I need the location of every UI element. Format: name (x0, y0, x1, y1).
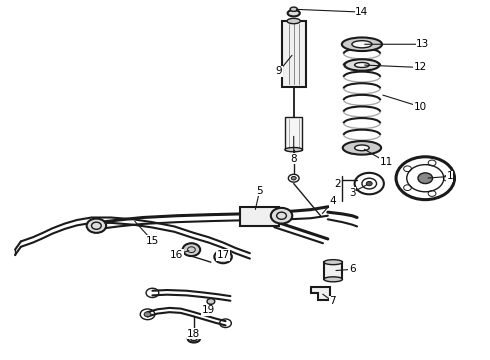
Ellipse shape (324, 277, 343, 282)
Text: 4: 4 (329, 197, 336, 206)
Bar (282, 21, 306, 87)
Text: 15: 15 (146, 236, 159, 246)
Ellipse shape (191, 337, 197, 341)
Polygon shape (311, 287, 330, 300)
Text: 16: 16 (170, 250, 183, 260)
Circle shape (418, 173, 433, 184)
Ellipse shape (352, 41, 372, 48)
Ellipse shape (188, 336, 200, 342)
Text: 1: 1 (446, 171, 453, 181)
Circle shape (367, 181, 372, 186)
Ellipse shape (288, 10, 300, 17)
Ellipse shape (324, 260, 343, 265)
Ellipse shape (285, 148, 302, 152)
Circle shape (144, 312, 151, 317)
Bar (240, 207, 279, 226)
Text: 9: 9 (276, 66, 282, 76)
Text: 3: 3 (349, 188, 356, 198)
Text: 7: 7 (329, 296, 336, 306)
Text: 13: 13 (416, 39, 429, 49)
Ellipse shape (343, 141, 381, 155)
Circle shape (214, 250, 232, 263)
Bar (324, 262, 343, 279)
Circle shape (271, 208, 292, 224)
Text: 12: 12 (414, 63, 427, 72)
Text: 2: 2 (334, 179, 341, 189)
Text: 14: 14 (355, 7, 368, 17)
Text: 6: 6 (349, 264, 356, 274)
Text: 18: 18 (187, 329, 200, 339)
Ellipse shape (287, 18, 300, 24)
Ellipse shape (355, 145, 369, 151)
Ellipse shape (342, 37, 382, 51)
Ellipse shape (290, 7, 297, 12)
Text: 11: 11 (380, 157, 393, 167)
Text: 8: 8 (291, 154, 297, 163)
Circle shape (183, 243, 200, 256)
Text: 5: 5 (256, 186, 263, 196)
Ellipse shape (291, 176, 296, 180)
Bar (285, 117, 302, 150)
Ellipse shape (344, 59, 379, 71)
Ellipse shape (355, 63, 369, 67)
Ellipse shape (207, 298, 215, 304)
Text: 17: 17 (217, 250, 230, 260)
Text: 10: 10 (414, 102, 427, 112)
Circle shape (87, 219, 106, 233)
Text: 19: 19 (202, 305, 215, 315)
